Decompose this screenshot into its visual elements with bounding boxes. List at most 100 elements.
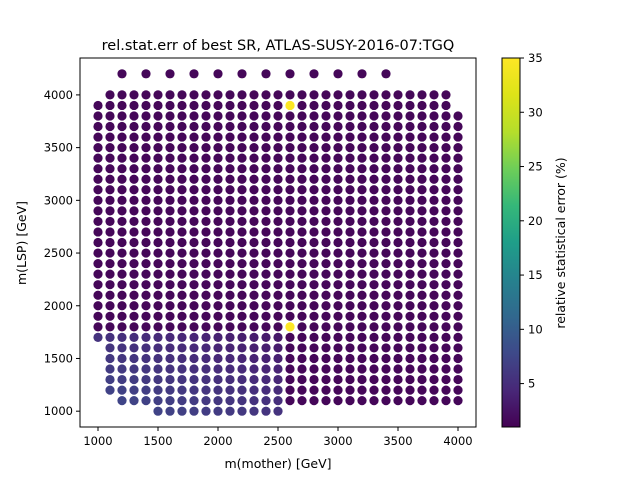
scatter-point xyxy=(249,132,259,142)
scatter-point xyxy=(417,185,427,195)
scatter-point xyxy=(285,301,295,311)
scatter-point xyxy=(381,100,391,111)
scatter-point xyxy=(297,385,307,395)
scatter-point xyxy=(201,100,211,111)
scatter-point xyxy=(165,164,175,174)
scatter-point xyxy=(165,143,175,153)
scatter-point xyxy=(249,322,259,332)
scatter-point xyxy=(333,111,343,121)
scatter-point xyxy=(369,385,379,395)
scatter-point xyxy=(141,227,151,237)
scatter-point xyxy=(141,364,151,374)
scatter-point xyxy=(309,269,319,279)
scatter-point xyxy=(129,227,139,237)
scatter-point xyxy=(441,185,451,195)
scatter-point xyxy=(201,132,211,142)
scatter-point xyxy=(153,153,163,163)
x-tick-label: 2000 xyxy=(203,434,232,448)
scatter-point xyxy=(165,280,175,290)
scatter-point xyxy=(441,111,451,121)
scatter-point xyxy=(441,90,451,100)
scatter-point xyxy=(153,100,163,111)
scatter-point xyxy=(165,227,175,237)
scatter-point xyxy=(153,143,163,153)
scatter-point xyxy=(165,258,175,269)
x-tick-label: 1500 xyxy=(143,434,172,448)
scatter-point xyxy=(405,227,415,237)
scatter-point xyxy=(273,385,283,395)
scatter-point xyxy=(429,132,439,142)
scatter-point xyxy=(393,216,403,227)
scatter-point xyxy=(177,406,187,416)
scatter-point xyxy=(441,143,451,153)
scatter-point xyxy=(237,301,247,311)
scatter-point xyxy=(105,322,115,332)
scatter-point xyxy=(381,164,391,174)
scatter-point xyxy=(129,332,139,342)
scatter-point xyxy=(345,364,355,374)
scatter-point xyxy=(285,396,295,406)
scatter-point xyxy=(393,364,403,374)
scatter-point xyxy=(165,153,175,163)
scatter-point xyxy=(189,364,199,374)
scatter-point xyxy=(321,353,331,364)
scatter-point xyxy=(381,153,391,163)
scatter-point xyxy=(453,311,463,321)
scatter-point xyxy=(285,353,295,364)
scatter-point xyxy=(369,195,379,205)
scatter-point xyxy=(357,353,367,364)
scatter-point xyxy=(237,206,247,216)
scatter-point xyxy=(189,69,199,79)
scatter-point xyxy=(333,90,343,100)
scatter-point xyxy=(321,153,331,163)
scatter-point xyxy=(213,216,223,227)
scatter-point xyxy=(93,206,103,216)
scatter-point xyxy=(249,301,259,311)
scatter-point xyxy=(285,374,295,385)
scatter-point xyxy=(93,132,103,142)
scatter-point xyxy=(453,385,463,395)
scatter-point xyxy=(189,374,199,385)
scatter-point xyxy=(297,280,307,290)
scatter-point xyxy=(357,100,367,111)
scatter-point xyxy=(309,322,319,332)
scatter-point xyxy=(309,174,319,184)
scatter-point xyxy=(273,132,283,142)
scatter-point xyxy=(153,195,163,205)
scatter-point xyxy=(237,111,247,121)
scatter-point xyxy=(381,237,391,248)
scatter-point xyxy=(249,216,259,227)
scatter-point xyxy=(381,90,391,100)
scatter-point xyxy=(441,332,451,342)
scatter-point xyxy=(345,353,355,364)
scatter-point xyxy=(357,322,367,332)
scatter-point xyxy=(441,374,451,385)
scatter-point xyxy=(453,206,463,216)
scatter-point xyxy=(129,374,139,385)
scatter-point xyxy=(93,301,103,311)
scatter-point xyxy=(105,100,115,111)
scatter-point xyxy=(249,195,259,205)
scatter-point xyxy=(249,396,259,406)
scatter-point xyxy=(405,396,415,406)
scatter-point xyxy=(105,195,115,205)
scatter-point xyxy=(369,301,379,311)
scatter-point xyxy=(441,153,451,163)
scatter-point xyxy=(93,164,103,174)
scatter-point xyxy=(297,396,307,406)
scatter-point xyxy=(213,195,223,205)
scatter-point xyxy=(345,280,355,290)
scatter-point xyxy=(153,301,163,311)
scatter-point xyxy=(213,258,223,269)
scatter-point xyxy=(249,227,259,237)
scatter-point xyxy=(285,269,295,279)
scatter-point xyxy=(381,332,391,342)
scatter-point xyxy=(381,290,391,300)
scatter-point-highlight xyxy=(285,100,295,111)
scatter-point xyxy=(93,153,103,163)
scatter-point xyxy=(357,364,367,374)
scatter-point xyxy=(429,248,439,258)
scatter-point xyxy=(309,248,319,258)
scatter-point xyxy=(345,195,355,205)
scatter-point xyxy=(309,185,319,195)
